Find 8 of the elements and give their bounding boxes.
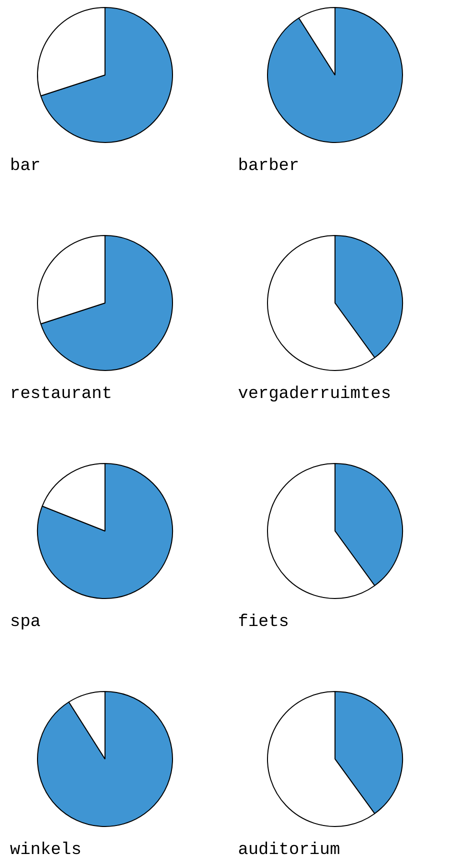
text: bar	[10, 157, 41, 176]
text: barber	[238, 157, 300, 176]
text: vergaderruimtes	[238, 385, 392, 404]
text: auditorium	[238, 841, 340, 860]
text: restaurant	[10, 385, 112, 404]
text: winkels	[10, 841, 82, 860]
text: spa	[10, 613, 41, 632]
text: fiets	[238, 613, 290, 632]
